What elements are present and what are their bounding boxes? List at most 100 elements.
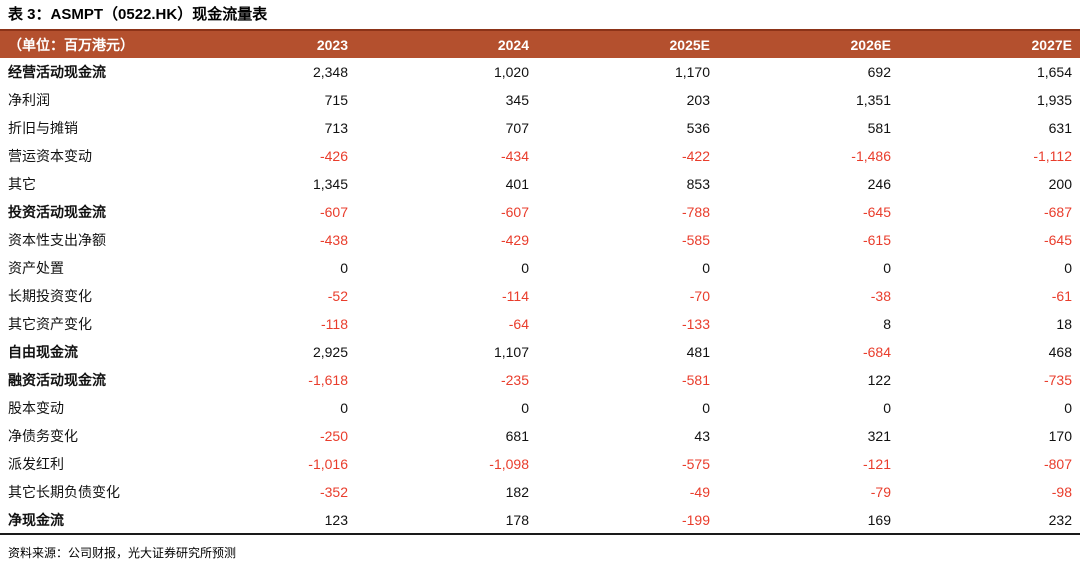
cell-value: 1,020 bbox=[493, 64, 529, 80]
cell-value: 1,345 bbox=[312, 176, 348, 192]
cell-value: -79 bbox=[870, 484, 891, 500]
cell-value: -735 bbox=[1043, 372, 1072, 388]
cell-value: -114 bbox=[502, 288, 529, 304]
cell-value: 1,654 bbox=[1036, 64, 1072, 80]
cell-value: 345 bbox=[505, 92, 529, 108]
cell-value: -788 bbox=[681, 204, 710, 220]
cell-value: -807 bbox=[1043, 456, 1072, 472]
row-label: 资产处置 bbox=[8, 260, 64, 276]
cell-value: 170 bbox=[1048, 428, 1072, 444]
row-label: 净现金流 bbox=[8, 511, 64, 528]
table-row: 投资活动现金流 -607 -607 -788 -645 -687 bbox=[0, 198, 1080, 226]
cell-value: 681 bbox=[505, 428, 529, 444]
cell-value: 232 bbox=[1048, 511, 1072, 528]
table-row: 经营活动现金流 2,348 1,020 1,170 692 1,654 bbox=[0, 58, 1080, 86]
table-header-row: （单位：百万港元） 2023 2024 2025E 2026E 2027E bbox=[0, 29, 1080, 58]
cell-value: -98 bbox=[1051, 484, 1072, 500]
table-row: 净现金流 123 178 -199 169 232 bbox=[0, 506, 1080, 534]
cell-value: -1,098 bbox=[489, 456, 529, 472]
cell-value: 707 bbox=[505, 120, 529, 136]
table-row: 营运资本变动 -426 -434 -422 -1,486 -1,112 bbox=[0, 142, 1080, 170]
cell-value: 123 bbox=[324, 511, 348, 528]
column-header-2024: 2024 bbox=[356, 29, 537, 58]
table-row: 融资活动现金流 -1,618 -235 -581 122 -735 bbox=[0, 366, 1080, 394]
cell-value: 2,348 bbox=[312, 64, 348, 80]
row-label: 营运资本变动 bbox=[8, 148, 92, 164]
table-row: 净债务变化 -250 681 43 321 170 bbox=[0, 422, 1080, 450]
cell-value: 8 bbox=[883, 316, 891, 332]
row-label: 投资活动现金流 bbox=[8, 204, 106, 220]
row-label: 净债务变化 bbox=[8, 428, 78, 444]
cell-value: 481 bbox=[686, 344, 710, 360]
row-label: 其它资产变化 bbox=[8, 316, 92, 332]
table-row: 资产处置 0 0 0 0 0 bbox=[0, 254, 1080, 282]
cell-value: 0 bbox=[521, 400, 529, 416]
cell-value: -235 bbox=[500, 372, 529, 388]
unit-label: （单位：百万港元） bbox=[0, 29, 175, 58]
cell-value: 713 bbox=[324, 120, 348, 136]
cell-value: -118 bbox=[321, 316, 348, 332]
cell-value: 0 bbox=[340, 400, 348, 416]
column-header-2025e: 2025E bbox=[537, 29, 718, 58]
cell-value: -133 bbox=[681, 316, 710, 332]
cell-value: 203 bbox=[686, 92, 710, 108]
table-row: 其它资产变化 -118 -64 -133 8 18 bbox=[0, 310, 1080, 338]
table-row: 长期投资变化 -52 -114 -70 -38 -61 bbox=[0, 282, 1080, 310]
cell-value: 182 bbox=[505, 484, 529, 500]
cell-value: 200 bbox=[1048, 176, 1072, 192]
table-row: 资本性支出净额 -438 -429 -585 -615 -645 bbox=[0, 226, 1080, 254]
cell-value: 401 bbox=[505, 176, 529, 192]
cell-value: -70 bbox=[689, 288, 710, 304]
table-row: 净利润 715 345 203 1,351 1,935 bbox=[0, 86, 1080, 114]
cell-value: 0 bbox=[1064, 260, 1072, 276]
cell-value: -52 bbox=[327, 288, 348, 304]
cell-value: -49 bbox=[689, 484, 710, 500]
cell-value: -121 bbox=[862, 456, 891, 472]
cell-value: -687 bbox=[1043, 204, 1072, 220]
row-label: 其它长期负债变化 bbox=[8, 484, 120, 500]
column-header-2027e: 2027E bbox=[899, 29, 1080, 58]
cell-value: 1,935 bbox=[1036, 92, 1072, 108]
table-row: 其它长期负债变化 -352 182 -49 -79 -98 bbox=[0, 478, 1080, 506]
cell-value: -645 bbox=[862, 204, 891, 220]
cell-value: -607 bbox=[500, 204, 529, 220]
table-title: 表 3：ASMPT（0522.HK）现金流量表 bbox=[8, 6, 268, 23]
cell-value: -426 bbox=[319, 148, 348, 164]
row-label: 折旧与摊销 bbox=[8, 120, 78, 136]
cell-value: -61 bbox=[1051, 288, 1072, 304]
row-label: 融资活动现金流 bbox=[8, 372, 106, 388]
cell-value: -64 bbox=[508, 316, 529, 332]
cash-flow-table: （单位：百万港元） 2023 2024 2025E 2026E 2027E 经营… bbox=[0, 29, 1080, 535]
cell-value: 0 bbox=[883, 260, 891, 276]
cell-value: 631 bbox=[1048, 120, 1072, 136]
cell-value: -434 bbox=[500, 148, 529, 164]
cell-value: 1,170 bbox=[674, 64, 710, 80]
cell-value: 0 bbox=[340, 260, 348, 276]
column-header-2023: 2023 bbox=[175, 29, 356, 58]
cell-value: 536 bbox=[686, 120, 710, 136]
row-label: 派发红利 bbox=[8, 456, 64, 472]
row-label: 经营活动现金流 bbox=[8, 64, 106, 80]
cell-value: -429 bbox=[500, 232, 529, 248]
cell-value: -250 bbox=[319, 428, 348, 444]
cell-value: 2,925 bbox=[312, 344, 348, 360]
cell-value: 321 bbox=[867, 428, 891, 444]
cell-value: -607 bbox=[319, 204, 348, 220]
row-label: 其它 bbox=[8, 176, 36, 192]
cell-value: -585 bbox=[681, 232, 710, 248]
cell-value: 468 bbox=[1048, 344, 1072, 360]
cell-value: 0 bbox=[1064, 400, 1072, 416]
cell-value: -38 bbox=[870, 288, 891, 304]
cell-value: -1,486 bbox=[851, 148, 891, 164]
column-header-2026e: 2026E bbox=[718, 29, 899, 58]
cell-value: -581 bbox=[681, 372, 710, 388]
table-row: 其它 1,345 401 853 246 200 bbox=[0, 170, 1080, 198]
cell-value: 178 bbox=[505, 511, 529, 528]
cell-value: -438 bbox=[319, 232, 348, 248]
cell-value: 581 bbox=[867, 120, 891, 136]
cell-value: 853 bbox=[686, 176, 710, 192]
cell-value: 0 bbox=[702, 260, 710, 276]
cell-value: -1,618 bbox=[308, 372, 348, 388]
table-row: 派发红利 -1,016 -1,098 -575 -121 -807 bbox=[0, 450, 1080, 478]
